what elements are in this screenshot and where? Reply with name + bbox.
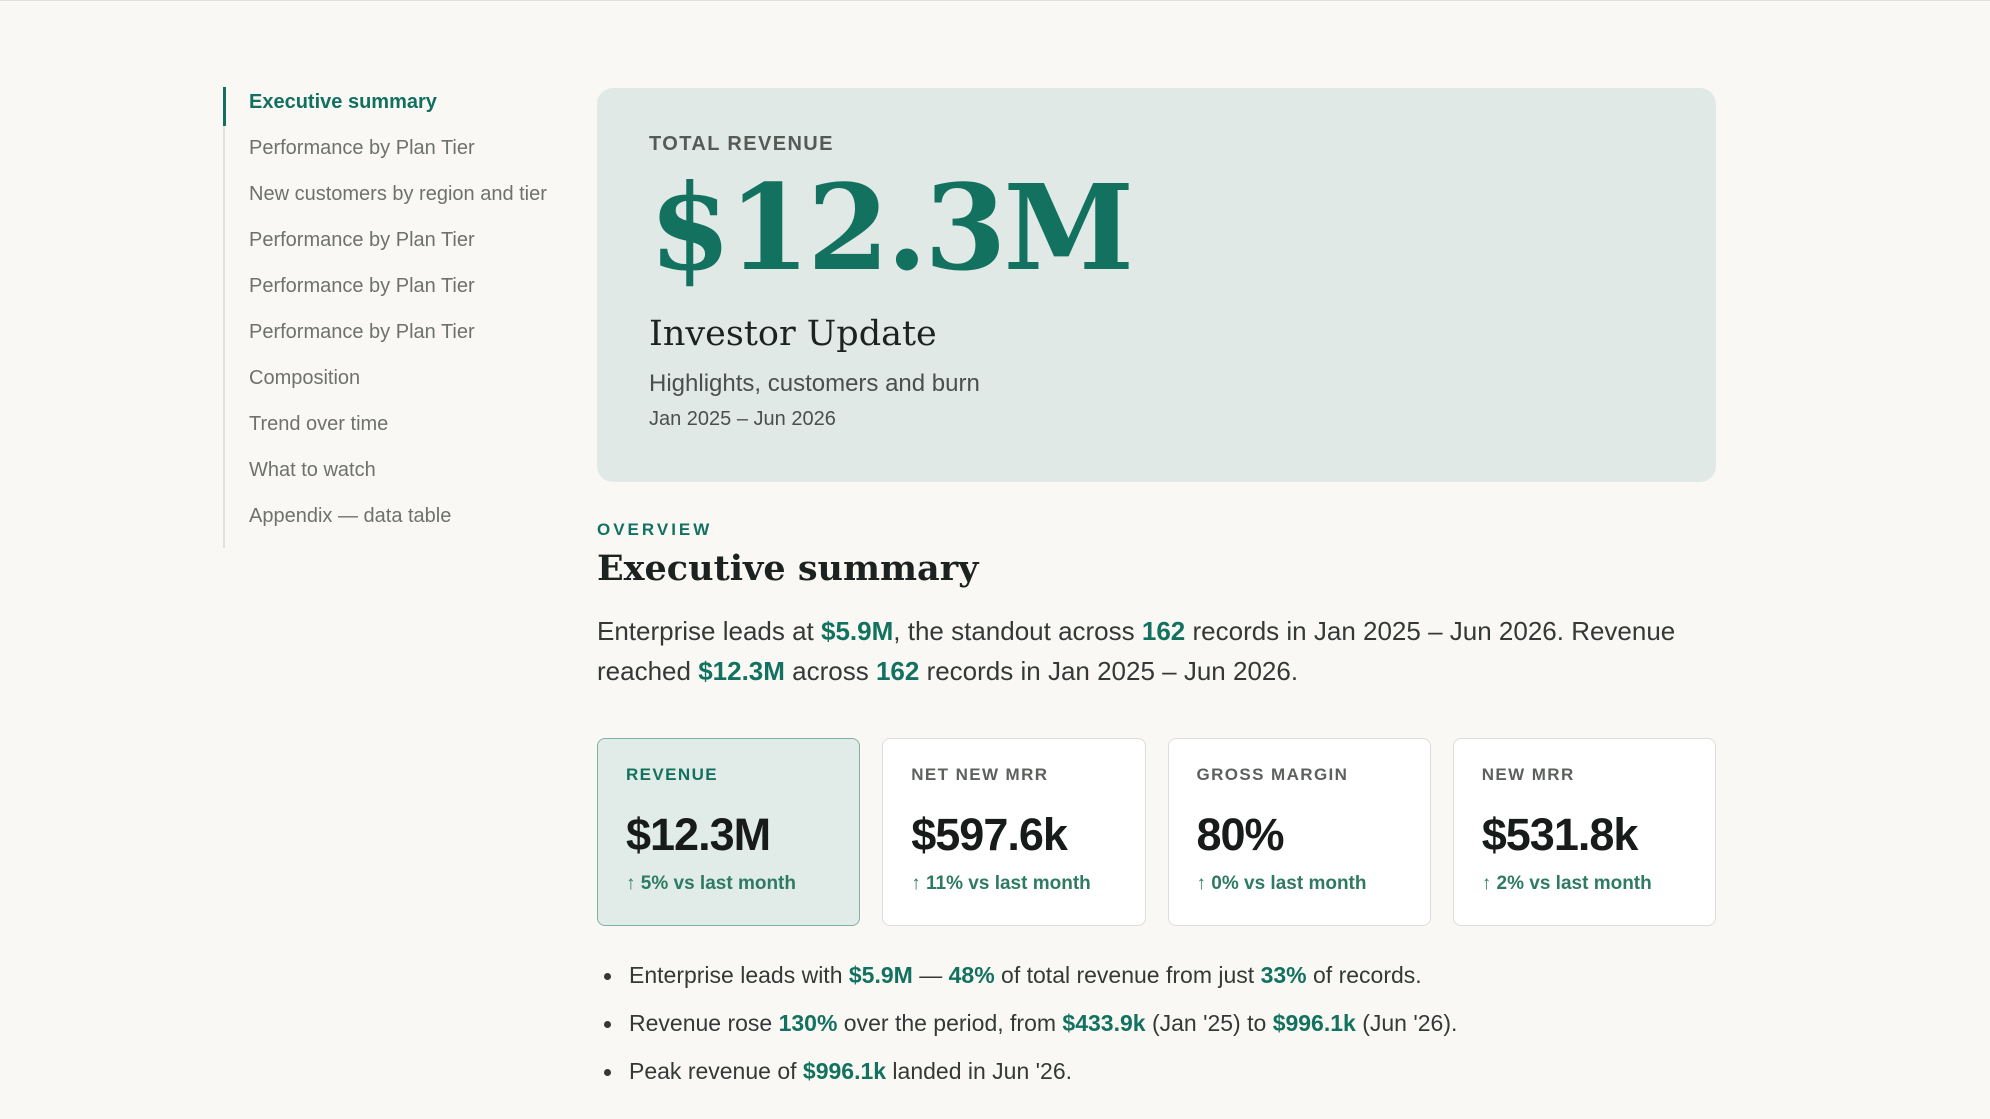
lead-text: records in Jan 2025 – Jun 2026. xyxy=(919,656,1299,686)
toc-item-new-customers[interactable]: New customers by region and tier xyxy=(249,183,547,205)
kpi-card-revenue[interactable]: REVENUE $12.3M ↑ 5% vs last month xyxy=(597,738,861,926)
lead-highlight: 162 xyxy=(1141,616,1186,646)
list-item: Revenue rose 130% over the period, from … xyxy=(604,1008,1748,1038)
toc-item-what-to-watch[interactable]: What to watch xyxy=(249,459,376,481)
list-item: Enterprise leads with $5.9M — 48% of tot… xyxy=(604,960,1748,990)
kpi-row: REVENUE $12.3M ↑ 5% vs last month NET NE… xyxy=(597,738,1716,926)
bullet-highlight: $996.1k xyxy=(802,1058,887,1084)
bullet-text: of records. xyxy=(1306,962,1422,988)
toc-item-executive-summary[interactable]: Executive summary xyxy=(223,87,555,126)
lead-highlight: 162 xyxy=(875,656,920,686)
table-of-contents: Executive summary Performance by Plan Ti… xyxy=(223,87,555,548)
lead-highlight: $5.9M xyxy=(821,616,894,646)
bullet-text: over the period, from xyxy=(837,1010,1063,1036)
toc-item-performance-by-plan-tier-2[interactable]: Performance by Plan Tier xyxy=(249,229,475,251)
bullet-highlight: $433.9k xyxy=(1062,1010,1146,1036)
bullet-text: — xyxy=(912,962,949,988)
kpi-label: NET NEW MRR xyxy=(911,765,1049,784)
bullet-highlight: $996.1k xyxy=(1272,1010,1356,1036)
bullet-highlight: 130% xyxy=(778,1010,838,1036)
page-subtitle: Highlights, customers and burn xyxy=(649,370,980,397)
bullet-highlight: 48% xyxy=(948,962,995,988)
highlights-list: Enterprise leads with $5.9M — 48% of tot… xyxy=(597,960,1748,1104)
kpi-value: $12.3M xyxy=(626,809,771,860)
kpi-delta: ↑ 5% vs last month xyxy=(626,873,796,894)
kpi-label: GROSS MARGIN xyxy=(1196,765,1349,784)
bullet-text: Enterprise leads with xyxy=(629,962,849,988)
bullet-text: of total revenue from just xyxy=(994,962,1261,988)
bullet-text: Revenue rose xyxy=(629,1010,779,1036)
toc-item-performance-by-plan-tier-3[interactable]: Performance by Plan Tier xyxy=(249,275,475,297)
overview-section: OVERVIEW Executive summary Enterprise le… xyxy=(597,520,1716,717)
kpi-value: $597.6k xyxy=(911,809,1068,860)
toc-item-performance-by-plan-tier-4[interactable]: Performance by Plan Tier xyxy=(249,321,475,343)
kpi-value: $531.8k xyxy=(1481,809,1639,860)
kpi-delta: ↑ 0% vs last month xyxy=(1196,873,1367,894)
kpi-value: 80% xyxy=(1196,809,1285,860)
hero-kicker: TOTAL REVENUE xyxy=(649,133,834,155)
lead-text: Enterprise leads at xyxy=(597,616,822,646)
kpi-delta: ↑ 11% vs last month xyxy=(911,873,1091,894)
top-divider xyxy=(0,0,1990,1)
lead-highlight: $12.3M xyxy=(698,656,785,686)
section-heading: Executive summary xyxy=(597,548,979,589)
bullet-text: (Jan '25) to xyxy=(1145,1010,1273,1036)
bullet-text: (Jun '26). xyxy=(1355,1010,1458,1036)
kpi-card-new-mrr[interactable]: NEW MRR $531.8k ↑ 2% vs last month xyxy=(1452,738,1716,926)
toc-item-trend-over-time[interactable]: Trend over time xyxy=(249,413,389,435)
toc-item-appendix[interactable]: Appendix — data table xyxy=(249,505,452,527)
kpi-label: REVENUE xyxy=(626,765,718,784)
lead-text: records in Jan 2025 – Jun 2026. Revenue … xyxy=(597,616,1676,686)
list-item: Peak revenue of $996.1k landed in Jun '2… xyxy=(604,1056,1748,1086)
bullet-text: landed in Jun '26. xyxy=(886,1058,1073,1084)
date-range: Jan 2025 – Jun 2026 xyxy=(649,408,836,430)
summary-paragraph: Enterprise leads at $5.9M, the standout … xyxy=(597,611,1716,691)
hero-card: TOTAL REVENUE $12.3M Investor Update Hig… xyxy=(597,88,1716,482)
toc-item-performance-by-plan-tier[interactable]: Performance by Plan Tier xyxy=(249,137,475,159)
page-title: Investor Update xyxy=(649,314,937,354)
bullet-highlight: $5.9M xyxy=(848,962,913,988)
kpi-card-net-new-mrr[interactable]: NET NEW MRR $597.6k ↑ 11% vs last month xyxy=(882,738,1146,926)
kpi-card-gross-margin[interactable]: GROSS MARGIN 80% ↑ 0% vs last month xyxy=(1167,738,1431,926)
hero-total-revenue: $12.3M xyxy=(649,158,1134,297)
section-overline: OVERVIEW xyxy=(597,520,713,539)
bullet-highlight: 33% xyxy=(1260,962,1307,988)
lead-text: across xyxy=(784,656,876,686)
kpi-label: NEW MRR xyxy=(1481,765,1575,784)
kpi-delta: ↑ 2% vs last month xyxy=(1481,873,1652,894)
bullet-text: Peak revenue of xyxy=(629,1058,803,1084)
toc-item-composition[interactable]: Composition xyxy=(249,367,361,389)
lead-text: , the standout across xyxy=(893,616,1142,646)
